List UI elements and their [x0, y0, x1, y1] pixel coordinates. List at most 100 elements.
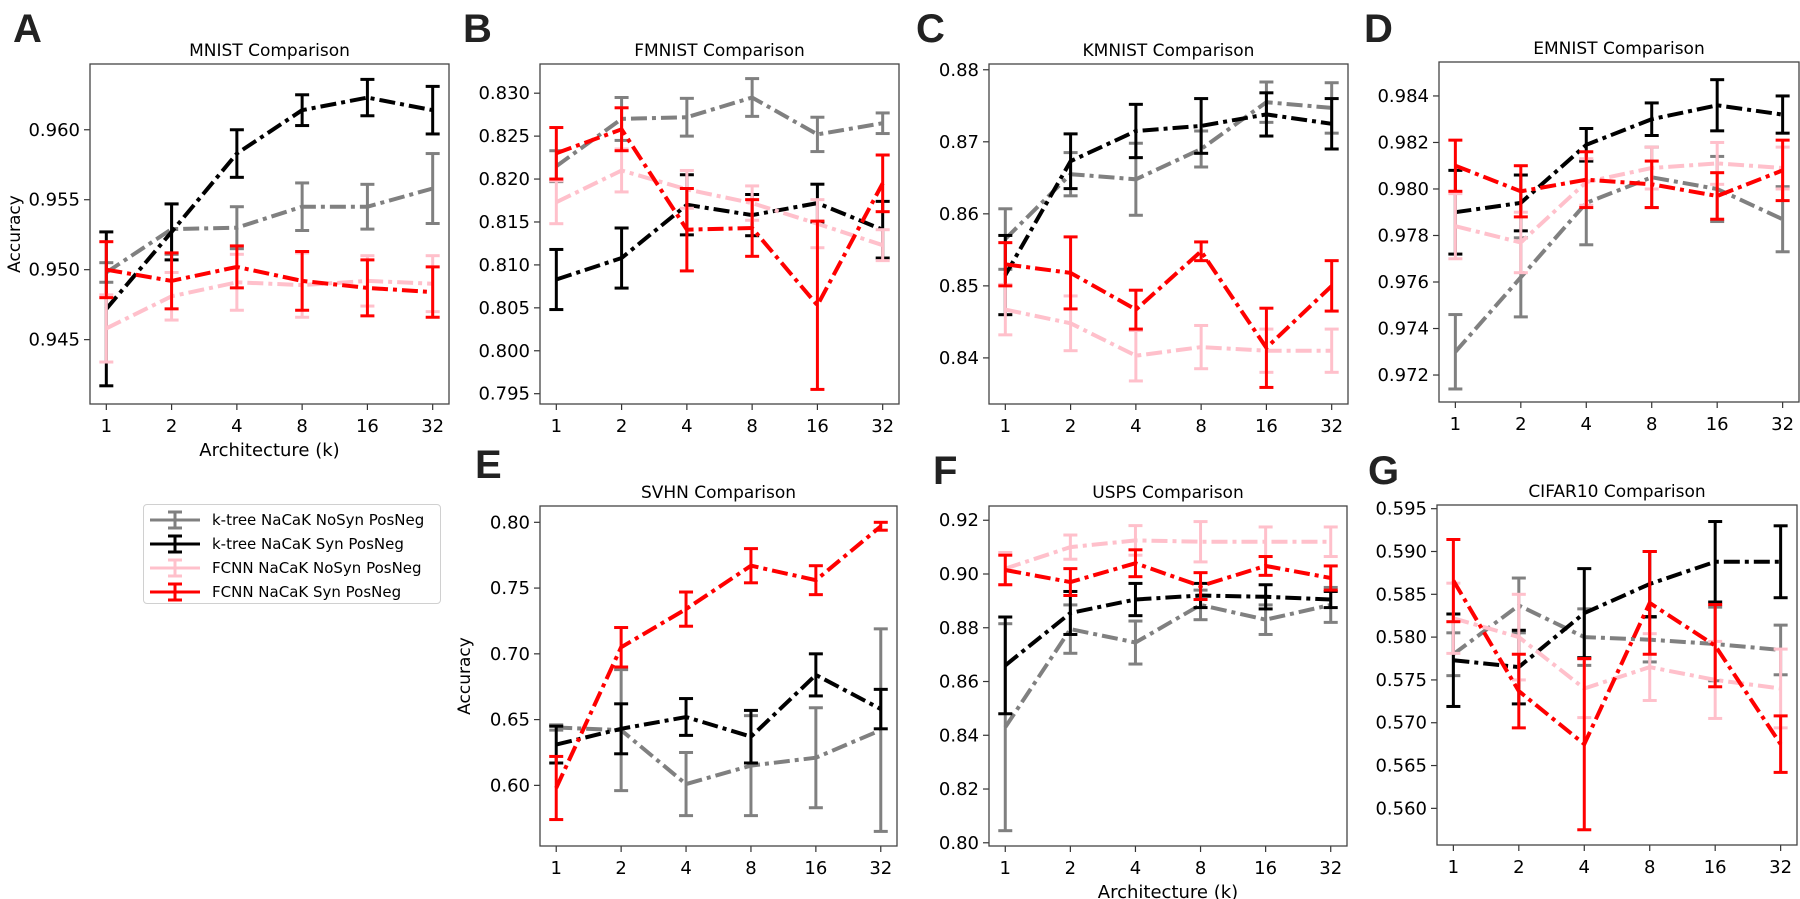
series — [99, 251, 440, 364]
x-tick-label: 8 — [1195, 858, 1206, 879]
legend-label: FCNN NaCaK NoSyn PosNeg — [212, 559, 422, 577]
subplot-f: F USPS Comparison 0.80 0.82 0.84 0.86 0.88 0.90… — [933, 449, 1348, 899]
y-tick-label: 0.80 — [939, 833, 979, 854]
plot-area — [998, 80, 1339, 389]
legend-item: k-tree NaCaK NoSyn PosNeg — [150, 508, 424, 532]
y-tick-label: 0.60 — [490, 775, 530, 796]
x-tick-label: 1 — [551, 416, 562, 437]
legend: k-tree NaCaK NoSyn PosNeg k-tree NaCaK S… — [143, 504, 441, 604]
x-tick-label: 1 — [1450, 414, 1461, 435]
series-line — [1453, 559, 1781, 670]
series — [549, 77, 890, 184]
panel-letter: B — [463, 7, 492, 51]
series-line — [1004, 561, 1332, 589]
panel-letter: D — [1364, 7, 1393, 51]
legend-marker-icon — [150, 534, 200, 554]
subplot-e: E SVHN Comparison 0.60 0.65 0.70 0.75 0.80 1 2 4 8… — [455, 443, 898, 879]
y-tick-label: 0.88 — [939, 60, 979, 81]
series-line — [1004, 593, 1331, 667]
x-tick-label: 2 — [1515, 414, 1526, 435]
x-tick-label: 16 — [806, 416, 829, 437]
y-tick-label: 0.984 — [1377, 86, 1429, 107]
plot-area — [1446, 520, 1788, 832]
subplot-title: CIFAR10 Comparison — [1528, 482, 1705, 502]
y-tick-label: 0.585 — [1375, 584, 1427, 605]
x-tick-label: 32 — [1319, 858, 1342, 879]
plot-area — [1448, 78, 1790, 391]
series — [1446, 581, 1788, 730]
x-tick-label: 16 — [804, 858, 827, 879]
panel-letter: E — [475, 443, 502, 487]
x-tick-label: 1 — [1000, 858, 1011, 879]
x-tick-label: 4 — [681, 416, 692, 437]
x-tick-label: 4 — [680, 858, 691, 879]
legend-item: k-tree NaCaK Syn PosNeg — [150, 532, 404, 556]
series-line — [554, 524, 883, 789]
series-line — [556, 725, 882, 787]
subplot-title: KMNIST Comparison — [1083, 41, 1255, 61]
y-tick-label: 0.65 — [490, 710, 530, 731]
series-line — [1003, 602, 1332, 729]
y-tick-label: 0.820 — [478, 169, 530, 190]
y-tick-label: 0.85 — [939, 276, 979, 297]
x-tick-label: 2 — [1065, 858, 1076, 879]
legend-label: FCNN NaCaK Syn PosNeg — [212, 583, 402, 601]
y-tick-label: 0.595 — [1375, 499, 1427, 520]
x-tick-label: 4 — [231, 416, 242, 437]
subplot-title: EMNIST Comparison — [1533, 39, 1705, 59]
y-tick-label: 0.974 — [1377, 319, 1429, 340]
series — [998, 282, 1339, 383]
panel-letter: A — [13, 7, 42, 51]
x-tick-label: 32 — [869, 858, 892, 879]
y-tick-label: 0.815 — [478, 212, 530, 233]
series-line — [555, 126, 885, 309]
x-tick-label: 32 — [1320, 416, 1343, 437]
axes-frame — [988, 63, 1349, 405]
series — [549, 106, 890, 391]
y-tick-label: 0.88 — [939, 618, 979, 639]
subplot-title: FMNIST Comparison — [634, 41, 805, 61]
axes-frame — [1438, 61, 1800, 403]
x-tick-label: 8 — [1646, 414, 1657, 435]
axes-frame — [539, 63, 900, 405]
x-tick-label: 8 — [296, 416, 307, 437]
panel-letter: G — [1368, 449, 1399, 493]
axes-frame — [539, 505, 898, 847]
x-tick-label: 4 — [1581, 414, 1592, 435]
x-tick-label: 4 — [1579, 857, 1590, 878]
x-tick-label: 2 — [1065, 416, 1076, 437]
x-tick-label: 4 — [1130, 416, 1141, 437]
series-line — [1003, 100, 1332, 241]
plot-area — [549, 77, 890, 391]
x-tick-label: 2 — [615, 858, 626, 879]
x-tick-label: 16 — [1706, 414, 1729, 435]
y-axis-label: Accuracy — [455, 637, 475, 715]
x-tick-label: 4 — [1130, 858, 1141, 879]
series-line — [555, 168, 884, 248]
x-tick-label: 32 — [1771, 414, 1794, 435]
x-tick-label: 16 — [356, 416, 379, 437]
legend-marker-icon — [150, 582, 200, 602]
series-line — [1452, 603, 1781, 656]
series — [549, 147, 890, 263]
y-tick-label: 0.810 — [478, 255, 530, 276]
y-tick-label: 0.950 — [28, 260, 80, 281]
axes-frame — [1436, 504, 1798, 846]
series — [549, 520, 888, 822]
y-tick-label: 0.805 — [478, 298, 530, 319]
x-tick-label: 2 — [166, 416, 177, 437]
y-tick-label: 0.570 — [1375, 713, 1427, 734]
series-line — [1004, 307, 1332, 358]
y-tick-label: 0.795 — [478, 384, 530, 405]
x-tick-label: 2 — [1513, 857, 1524, 878]
x-tick-label: 8 — [745, 858, 756, 879]
series — [998, 520, 1338, 587]
subplot-c: C KMNIST Comparison 0.84 0.85 0.86 0.87 0.88 1 2… — [916, 7, 1349, 437]
x-tick-label: 1 — [101, 416, 112, 437]
series-line — [1453, 175, 1784, 354]
legend-label: k-tree NaCaK Syn PosNeg — [212, 535, 404, 553]
subplot-title: MNIST Comparison — [189, 41, 350, 61]
legend-item: FCNN NaCaK Syn PosNeg — [150, 580, 401, 604]
series — [1446, 520, 1788, 708]
